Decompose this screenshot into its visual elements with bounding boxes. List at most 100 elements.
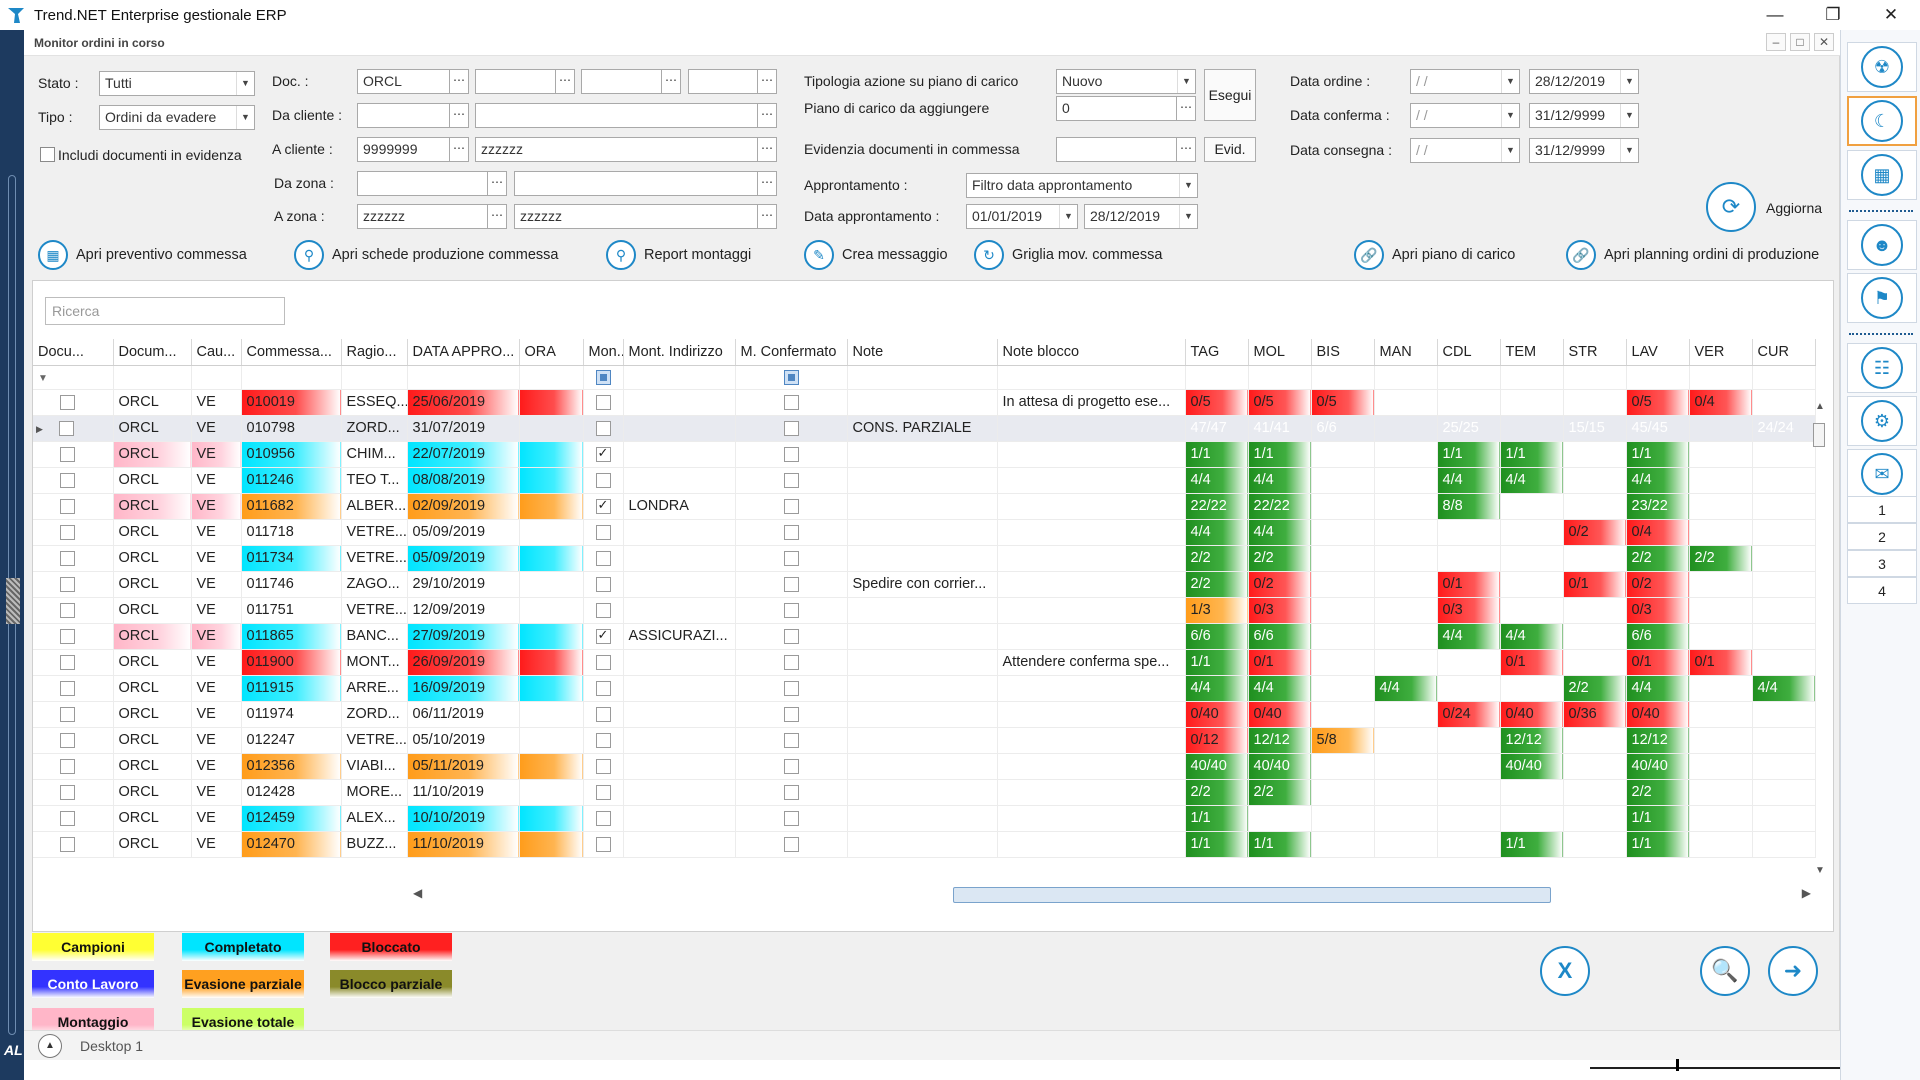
confermato-checkbox[interactable] (783, 446, 799, 462)
mon-checkbox[interactable] (595, 784, 611, 800)
filter-cell[interactable] (623, 365, 736, 390)
data-consegna-to-select[interactable]: 31/12/9999 ▼ (1529, 138, 1639, 163)
doc-lookup-button-2[interactable]: ⋯ (555, 69, 575, 94)
esegui-button[interactable]: Esegui (1204, 69, 1256, 121)
row-checkbox[interactable] (60, 732, 75, 748)
mon-checkbox[interactable] (595, 732, 611, 748)
column-header[interactable]: Commessa... (241, 339, 342, 366)
filter-cell[interactable] (341, 365, 408, 390)
exit-button[interactable]: ➜ (1768, 946, 1818, 996)
filter-cell[interactable] (1626, 365, 1690, 390)
doc-field-3[interactable] (581, 69, 665, 94)
column-header[interactable]: LAV (1626, 339, 1690, 366)
mon-checkbox[interactable] (595, 602, 611, 618)
column-header[interactable]: M. Confermato (735, 339, 848, 366)
filter-checkbox[interactable] (595, 369, 611, 385)
mon-checkbox[interactable] (595, 524, 611, 540)
page-1-button[interactable]: 1 (1847, 496, 1917, 523)
da-cliente-desc[interactable] (475, 103, 765, 128)
table-row[interactable]: ORCL VE 012247 VETRE... 05/10/2019 0/12 12/12 5… (33, 727, 1816, 754)
table-row[interactable]: ORCL VE 011746 ZAGO... 29/10/2019 Spedire con… (33, 571, 1816, 598)
a-zona-desc-button[interactable]: ⋯ (757, 204, 777, 229)
mon-checkbox[interactable] (595, 836, 611, 852)
mon-checkbox[interactable] (595, 576, 611, 592)
inner-close-button[interactable]: ✕ (1814, 33, 1834, 51)
report-montaggi-button[interactable]: ⚲ Report montaggi (606, 240, 751, 270)
column-header[interactable]: MAN (1374, 339, 1438, 366)
horizontal-scroll-thumb[interactable] (953, 887, 1551, 903)
confermato-checkbox[interactable] (783, 758, 799, 774)
crea-messaggio-button[interactable]: ✎ Crea messaggio (804, 240, 948, 270)
approntamento-select[interactable]: Filtro data approntamento ▼ (966, 173, 1198, 198)
filter-cell[interactable] (113, 365, 192, 390)
row-checkbox[interactable] (60, 706, 75, 722)
confermato-checkbox[interactable] (783, 732, 799, 748)
data-appr-to-select[interactable]: 28/12/2019 ▼ (1084, 204, 1198, 229)
filter-cell[interactable] (1248, 365, 1312, 390)
row-checkbox[interactable] (58, 420, 74, 436)
table-row[interactable]: ORCL VE 011915 ARRE... 16/09/2019 4/4 4/4 4/4 2/… (33, 675, 1816, 702)
apri-preventivo-button[interactable]: ▦ Apri preventivo commessa (38, 240, 247, 270)
mon-checkbox[interactable] (595, 394, 611, 410)
resize-grip[interactable] (6, 578, 20, 624)
row-checkbox[interactable] (60, 758, 75, 774)
vertical-scroll-thumb[interactable] (1813, 423, 1825, 447)
column-header[interactable]: DATA APPRO... (407, 339, 520, 366)
column-header[interactable]: Note blocco (997, 339, 1186, 366)
doc-input[interactable]: ORCL (357, 69, 459, 94)
filter-cell[interactable]: ▼ (33, 365, 114, 390)
confermato-checkbox[interactable] (783, 550, 799, 566)
column-header[interactable]: ORA (519, 339, 584, 366)
includi-checkbox[interactable] (40, 147, 55, 162)
filter-cell[interactable] (1437, 365, 1501, 390)
mon-checkbox[interactable] (595, 810, 611, 826)
filter-cell[interactable] (1374, 365, 1438, 390)
apri-planning-button[interactable]: 🔗 Apri planning ordini di produzione (1566, 240, 1819, 270)
doc-lookup-button-4[interactable]: ⋯ (757, 69, 777, 94)
mon-checkbox[interactable] (595, 627, 611, 644)
page-2-button[interactable]: 2 (1847, 523, 1917, 550)
column-header[interactable]: VER (1689, 339, 1753, 366)
confermato-checkbox[interactable] (783, 394, 799, 410)
close-button[interactable]: ✕ (1883, 5, 1899, 24)
column-header[interactable]: BIS (1311, 339, 1375, 366)
filter-cell[interactable] (519, 365, 584, 390)
doc-lookup-button[interactable]: ⋯ (449, 69, 469, 94)
preview-button[interactable]: 🔍 (1700, 946, 1750, 996)
page-4-button[interactable]: 4 (1847, 577, 1917, 604)
filter-cell[interactable] (735, 365, 848, 390)
column-header[interactable]: Ragio... (341, 339, 408, 366)
evid-button[interactable]: Evid. (1204, 137, 1256, 162)
scroll-down-icon[interactable]: ▼ (1815, 865, 1825, 876)
mon-checkbox[interactable] (595, 758, 611, 774)
mon-checkbox[interactable] (595, 472, 611, 488)
apri-schede-button[interactable]: ⚲ Apri schede produzione commessa (294, 240, 558, 270)
minimize-button[interactable]: — (1766, 5, 1784, 24)
table-row[interactable]: ORCL VE 012459 ALEX... 10/10/2019 1/1 1/1 (33, 805, 1816, 832)
search-input[interactable]: Ricerca (45, 297, 285, 325)
confermato-checkbox[interactable] (783, 602, 799, 618)
row-checkbox[interactable] (60, 446, 75, 462)
row-checkbox[interactable] (60, 524, 75, 540)
evidenzia-lookup-button[interactable]: ⋯ (1176, 137, 1196, 162)
filter-cell[interactable] (407, 365, 520, 390)
page-3-button[interactable]: 3 (1847, 550, 1917, 577)
filter-cell[interactable] (847, 365, 998, 390)
row-checkbox[interactable] (60, 628, 75, 644)
filter-cell[interactable] (583, 365, 624, 390)
inner-maximize-button[interactable]: □ (1790, 33, 1810, 51)
scroll-right-icon[interactable]: ▶ (1801, 886, 1811, 900)
row-checkbox[interactable] (60, 550, 75, 566)
confermato-checkbox[interactable] (783, 810, 799, 826)
piano-lookup-button[interactable]: ⋯ (1176, 96, 1196, 121)
column-header[interactable]: Mont. Indirizzo (623, 339, 736, 366)
data-consegna-from-select[interactable]: / / ▼ (1410, 138, 1520, 163)
piano-input[interactable]: 0 (1056, 96, 1182, 121)
filter-cell[interactable] (241, 365, 342, 390)
filter-cell[interactable] (1311, 365, 1375, 390)
confermato-checkbox[interactable] (783, 472, 799, 488)
table-row[interactable]: ORCL VE 011900 MONT... 26/09/2019 Attendere c… (33, 649, 1816, 676)
table-row[interactable]: ORCL VE 011974 ZORD... 06/11/2019 0/40 0/40 0/2… (33, 701, 1816, 728)
da-zona-input[interactable] (357, 171, 497, 196)
column-header[interactable]: CUR (1752, 339, 1816, 366)
